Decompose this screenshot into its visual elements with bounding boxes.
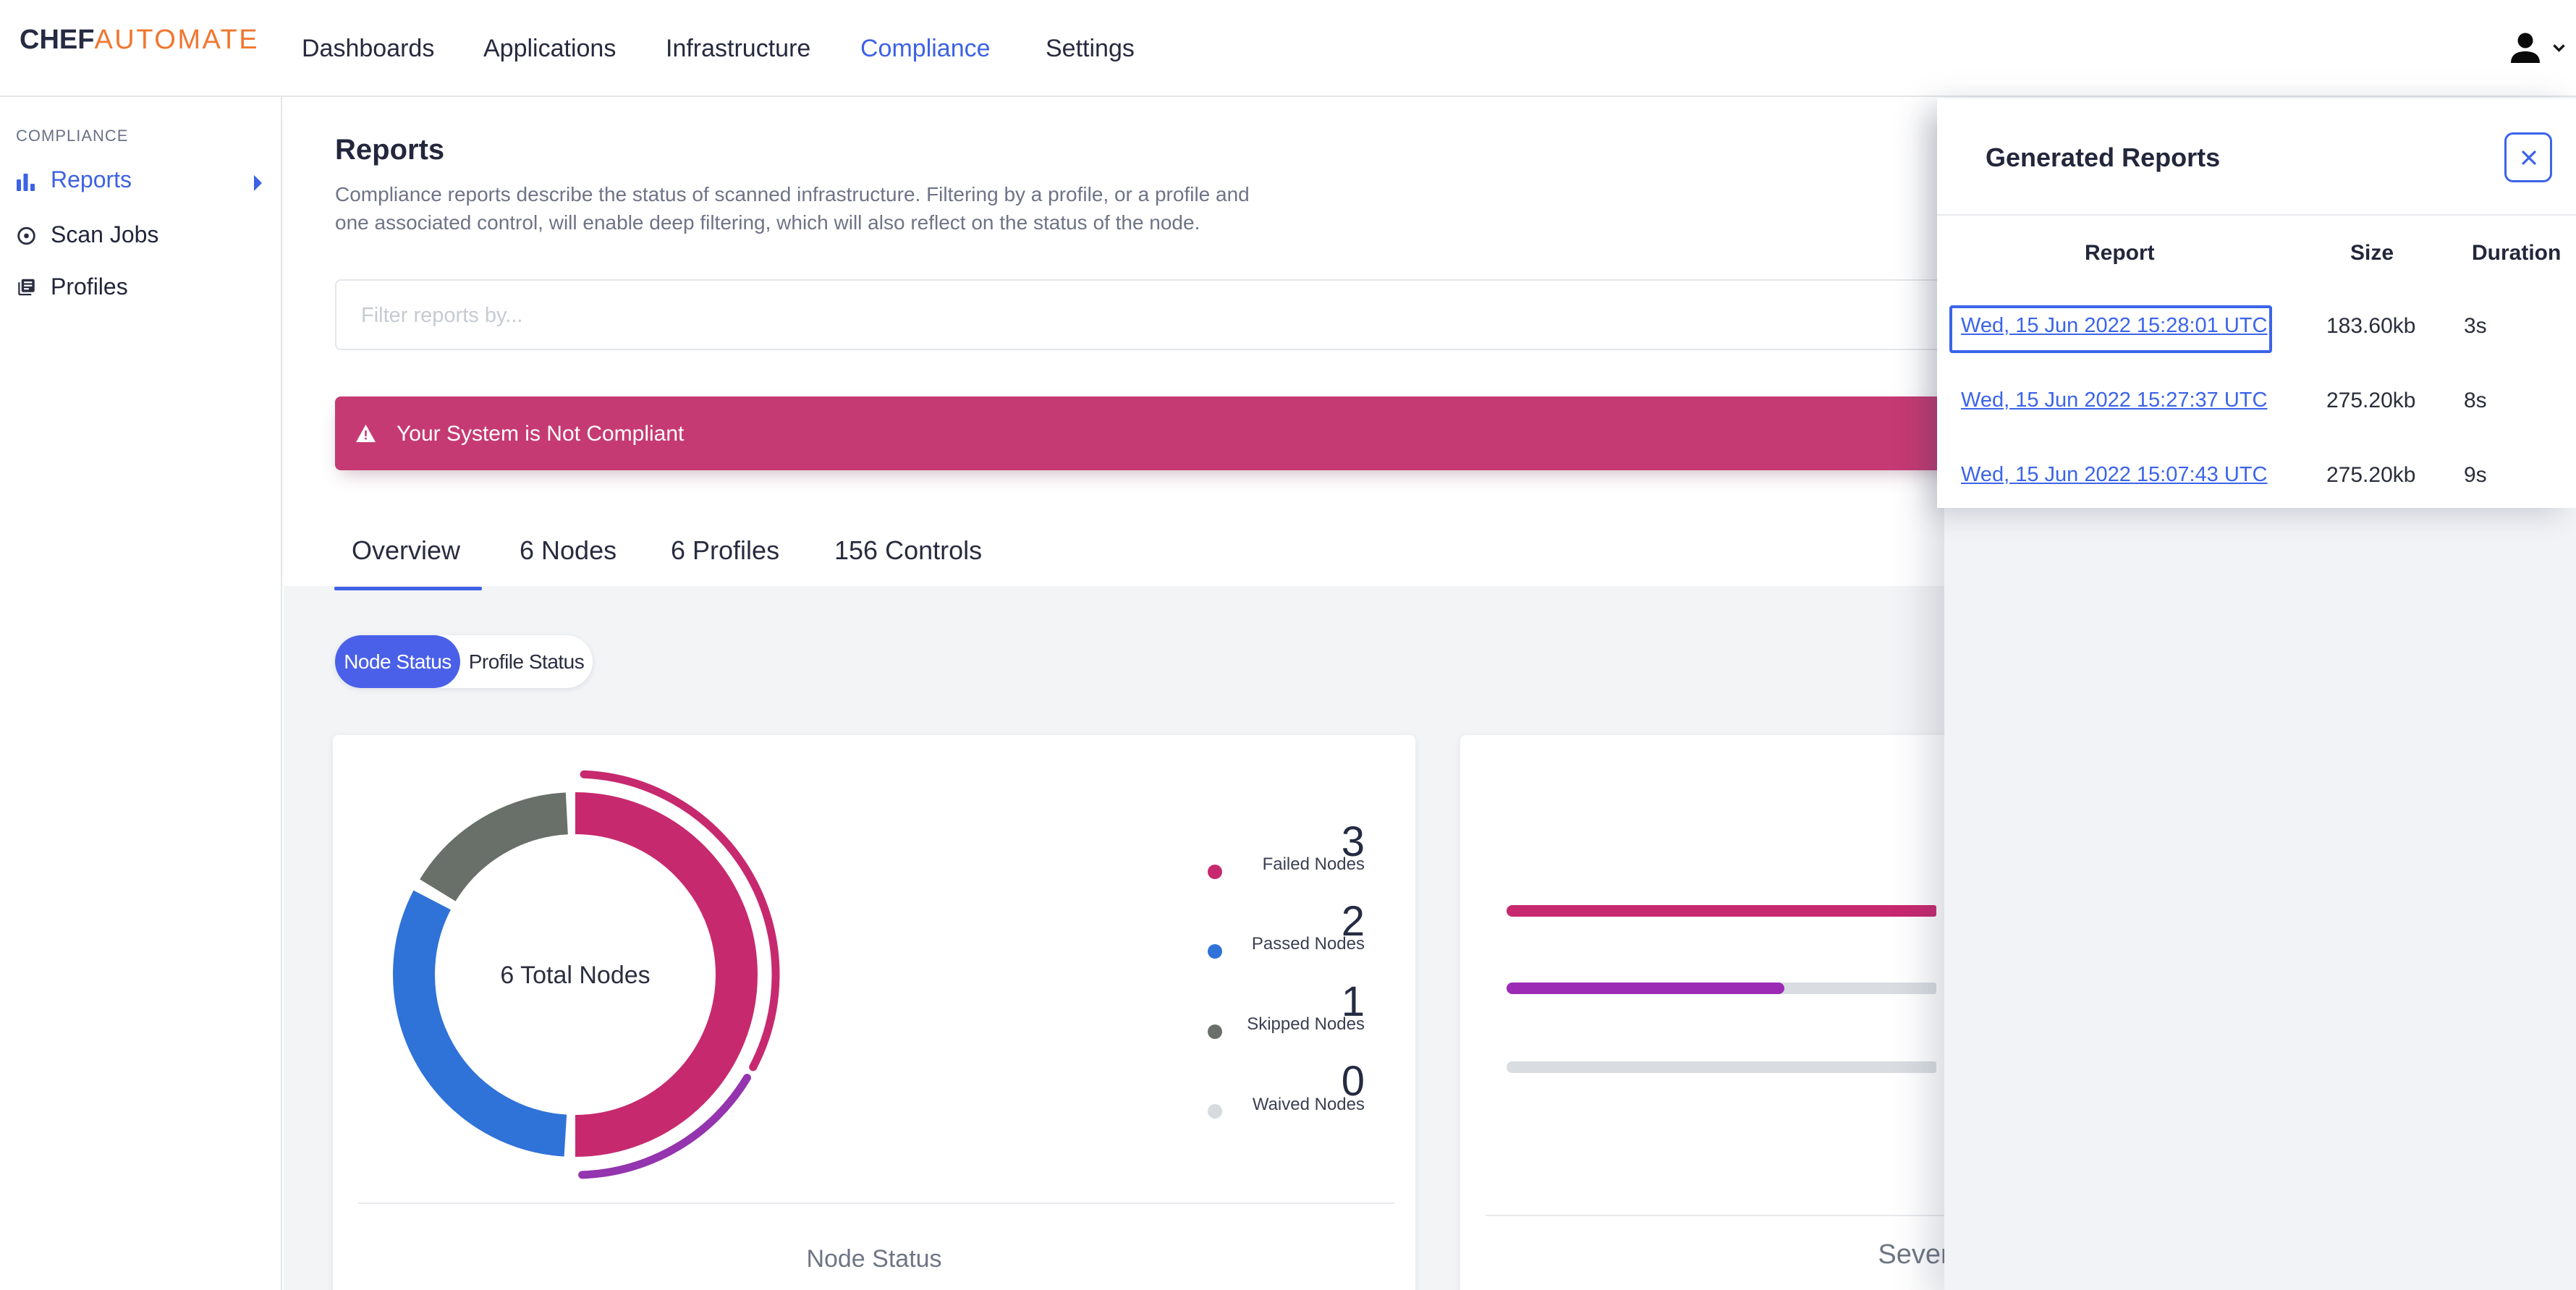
svg-text:6 Total Nodes: 6 Total Nodes [500,962,650,989]
